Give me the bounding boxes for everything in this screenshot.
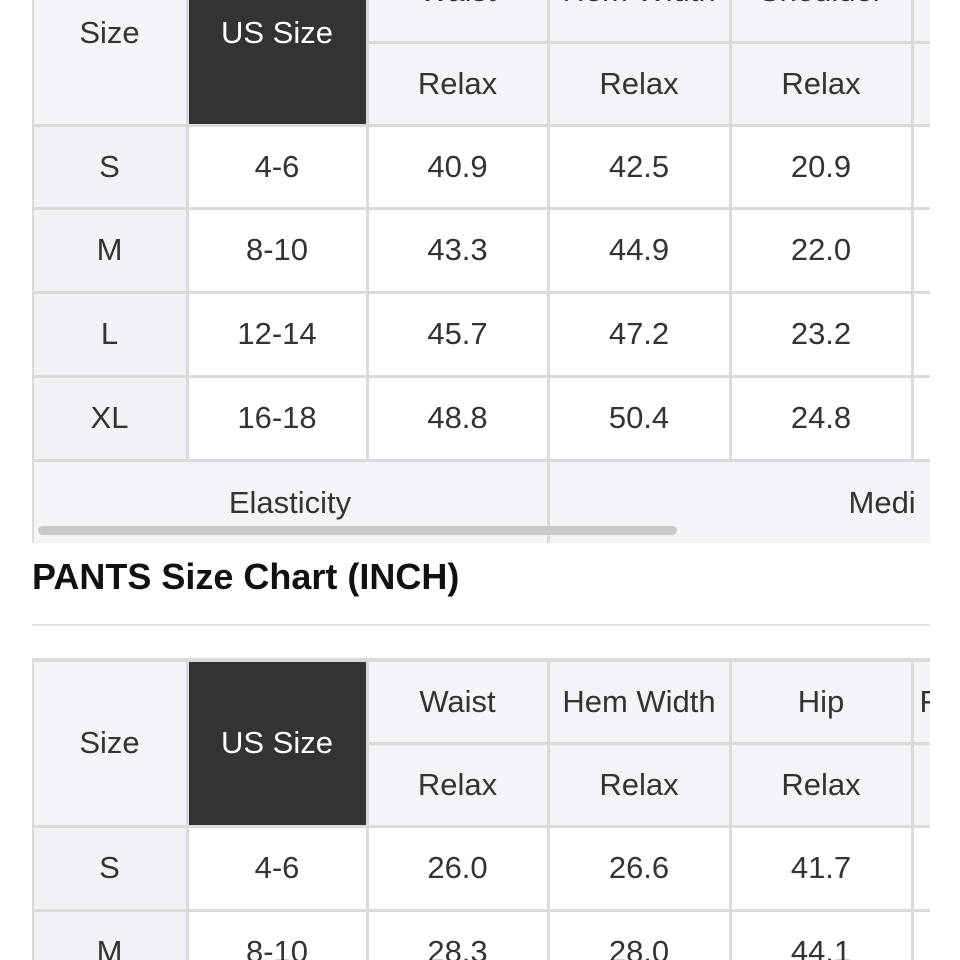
header-cell: F [913,661,930,742]
table-cell: 22.0 [731,209,911,291]
table-cell [913,209,930,291]
table-cell: 12-14 [188,293,366,375]
header-cell: Waist [368,661,547,742]
header-cell: Size [33,0,186,124]
table-cell: 47.2 [549,293,729,375]
subheader-cell: Relax [549,43,729,124]
table-cell: 8-10 [188,911,366,960]
divider [32,624,930,626]
table-cell: 28.3 [368,911,547,960]
table-cell: 24.8 [731,377,911,459]
table-cell: S [33,827,186,909]
table-cell [913,827,930,909]
pants-size-table: Size US Size Waist Relax Hem Width Relax Hip Re… [32,658,930,960]
table-cell: XL [33,377,186,459]
table-cell: 28.0 [549,911,729,960]
table-cell: M [33,209,186,291]
header-cell: US Size [188,0,366,124]
subheader-cell: Relax [731,744,911,825]
table-cell: 44.9 [549,209,729,291]
table-cell: 8-10 [188,209,366,291]
table-cell: 50.4 [549,377,729,459]
table-cell: 16-18 [188,377,366,459]
table-cell: 4-6 [188,827,366,909]
header-cell [913,0,930,41]
table-cell [913,911,930,960]
subheader-cell: Relax [368,744,547,825]
table-cell [913,126,930,207]
scrollbar[interactable] [38,526,677,535]
subheader-cell: Relax [731,43,911,124]
subheader-cell: Relax [549,744,729,825]
table-cell: 20.9 [731,126,911,207]
table-cell: 42.5 [549,126,729,207]
table-cell: 41.7 [731,827,911,909]
table-cell: S [33,126,186,207]
header-cell: Hip [731,661,911,742]
section-title: PANTS Size Chart (INCH) [32,556,460,597]
table-cell: 45.7 [368,293,547,375]
table-cell [913,377,930,459]
header-cell: Waist [368,0,547,41]
table-cell: 48.8 [368,377,547,459]
subheader-cell: Relax [368,43,547,124]
table-cell: L [33,293,186,375]
table-cell: 26.6 [549,827,729,909]
table-cell: 43.3 [368,209,547,291]
table-cell: 40.9 [368,126,547,207]
table-cell: 44.1 [731,911,911,960]
table-cell [913,293,930,375]
subheader-cell [913,744,930,825]
header-cell: Hem Width [549,661,729,742]
header-cell: Hem Width [549,0,729,41]
subheader-cell [913,43,930,124]
table-cell: 4-6 [188,126,366,207]
table-cell: 23.2 [731,293,911,375]
header-cell: Shoulder [731,0,911,41]
table-cell: M [33,911,186,960]
header-cell: Size [33,661,186,825]
table-cell: 26.0 [368,827,547,909]
header-cell: US Size [188,661,366,825]
